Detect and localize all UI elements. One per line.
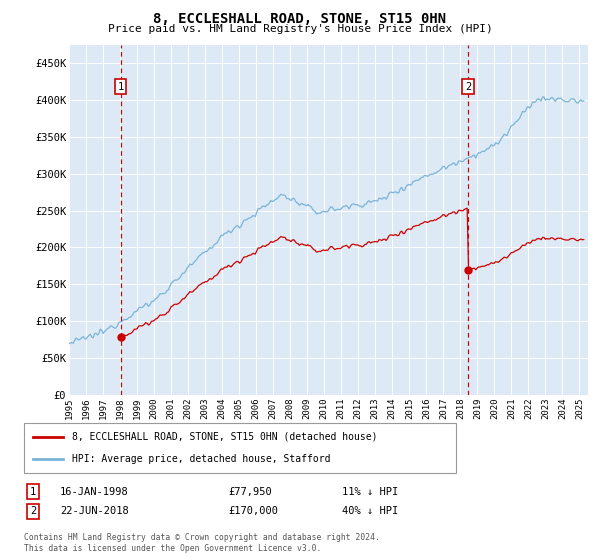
Text: £77,950: £77,950 (228, 487, 272, 497)
Text: HPI: Average price, detached house, Stafford: HPI: Average price, detached house, Staf… (71, 454, 330, 464)
Text: 1: 1 (118, 82, 124, 92)
Text: 8, ECCLESHALL ROAD, STONE, ST15 0HN (detached house): 8, ECCLESHALL ROAD, STONE, ST15 0HN (det… (71, 432, 377, 442)
Text: 22-JUN-2018: 22-JUN-2018 (60, 506, 129, 516)
Text: 11% ↓ HPI: 11% ↓ HPI (342, 487, 398, 497)
Text: 16-JAN-1998: 16-JAN-1998 (60, 487, 129, 497)
Text: 2: 2 (30, 506, 36, 516)
Text: This data is licensed under the Open Government Licence v3.0.: This data is licensed under the Open Gov… (24, 544, 322, 553)
Text: Price paid vs. HM Land Registry's House Price Index (HPI): Price paid vs. HM Land Registry's House … (107, 24, 493, 34)
Text: 2: 2 (465, 82, 472, 92)
Text: 8, ECCLESHALL ROAD, STONE, ST15 0HN: 8, ECCLESHALL ROAD, STONE, ST15 0HN (154, 12, 446, 26)
Text: £170,000: £170,000 (228, 506, 278, 516)
Text: 40% ↓ HPI: 40% ↓ HPI (342, 506, 398, 516)
Text: Contains HM Land Registry data © Crown copyright and database right 2024.: Contains HM Land Registry data © Crown c… (24, 533, 380, 542)
Text: 1: 1 (30, 487, 36, 497)
